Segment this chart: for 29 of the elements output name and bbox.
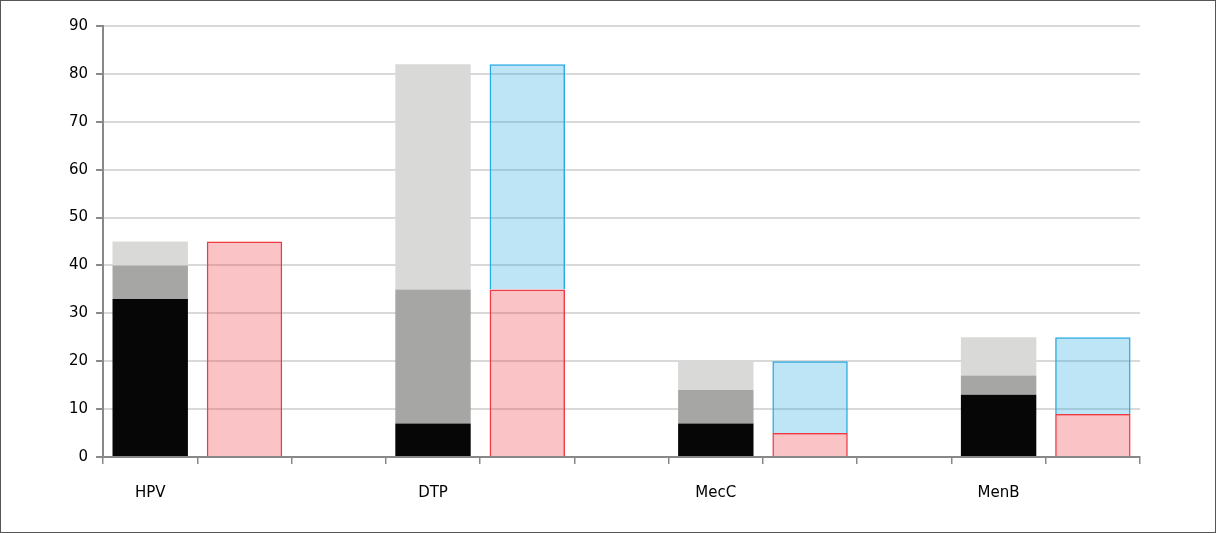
y-tick-label: 0 — [78, 446, 89, 465]
y-tick-label: 30 — [68, 303, 89, 322]
bar — [772, 361, 848, 434]
bar — [112, 298, 188, 456]
bar — [960, 375, 1037, 395]
bar — [678, 389, 754, 424]
y-tick-label: 60 — [68, 159, 89, 178]
bar — [206, 241, 283, 456]
y-tick-label: 40 — [68, 255, 89, 274]
bar — [772, 433, 848, 456]
bar — [960, 394, 1037, 456]
x-tick-label: MenB — [977, 482, 1020, 501]
bar — [678, 423, 754, 456]
y-tick-label: 50 — [68, 207, 89, 226]
y-tick-label: 90 — [68, 15, 89, 34]
y-tick-label: 10 — [68, 399, 89, 417]
bar — [395, 289, 471, 424]
x-tick-label: HPV — [134, 482, 167, 501]
bar — [1055, 337, 1131, 414]
bar — [489, 289, 565, 456]
y-tick-label: 80 — [68, 63, 89, 82]
bar — [395, 423, 471, 456]
y-tick-label: 70 — [68, 111, 89, 130]
bar — [489, 64, 565, 290]
y-tick-label: 20 — [68, 351, 89, 370]
bar — [1055, 413, 1131, 456]
bar — [112, 265, 188, 299]
x-tick-label: DTP — [418, 482, 448, 501]
x-tick-label: MecC — [695, 482, 737, 501]
